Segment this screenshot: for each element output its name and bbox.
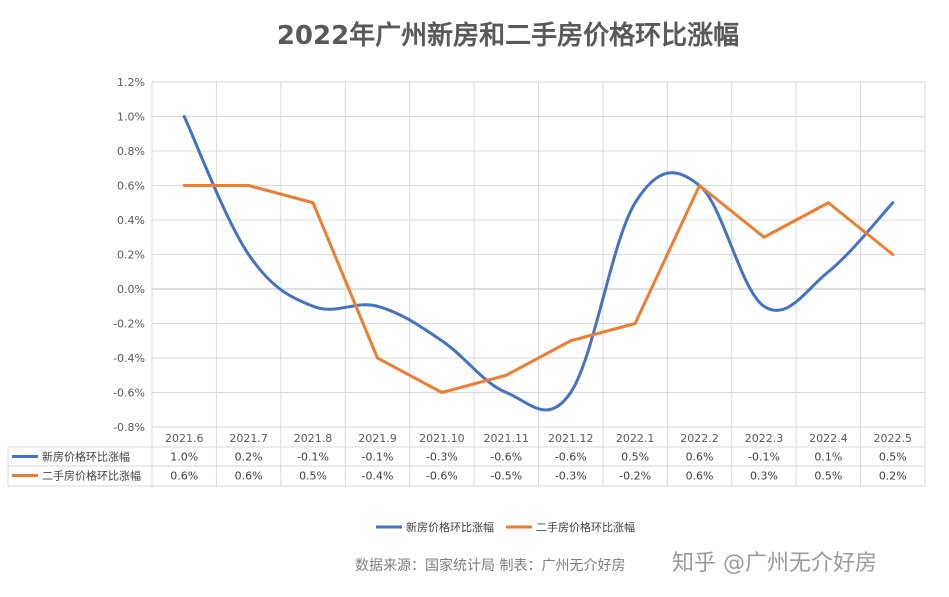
- x-tick-label: 2021.9: [358, 432, 397, 445]
- y-tick-label: -0.4%: [113, 352, 145, 365]
- data-label: 0.5%: [621, 451, 649, 464]
- x-tick-label: 2021.10: [419, 432, 465, 445]
- legend-label: 二手房价格环比涨幅: [536, 520, 635, 534]
- table-series-name: 二手房价格环比涨幅: [42, 469, 141, 483]
- data-label: 0.5%: [879, 451, 907, 464]
- x-tick-label: 2021.12: [548, 432, 594, 445]
- y-tick-label: -0.8%: [113, 421, 145, 434]
- data-label: -0.6%: [555, 451, 587, 464]
- x-tick-label: 2021.11: [484, 432, 530, 445]
- data-label: 0.6%: [686, 451, 714, 464]
- data-label: 0.2%: [235, 451, 263, 464]
- y-tick-label: 0.2%: [117, 249, 145, 262]
- data-label: -0.1%: [361, 451, 393, 464]
- x-tick-label: 2022.1: [616, 432, 655, 445]
- data-label: 0.1%: [814, 451, 842, 464]
- x-tick-label: 2022.2: [680, 432, 719, 445]
- series-line-2: [182, 184, 895, 394]
- data-label: -0.6%: [426, 470, 458, 483]
- data-label: -0.6%: [490, 451, 522, 464]
- y-tick-label: 0.0%: [117, 283, 145, 296]
- y-tick-label: 1.0%: [117, 111, 145, 124]
- data-label: -0.2%: [619, 470, 651, 483]
- data-label: 0.6%: [170, 470, 198, 483]
- data-label: -0.1%: [748, 451, 780, 464]
- data-label: 0.5%: [299, 470, 327, 483]
- y-tick-label: -0.6%: [113, 387, 145, 400]
- legend-label: 新房价格环比涨幅: [406, 520, 494, 534]
- series-line-1: [182, 115, 895, 412]
- gridlines: [151, 81, 926, 486]
- source-note: 数据来源：国家统计局 制表：广州无介好房: [355, 557, 625, 574]
- data-label: -0.3%: [555, 470, 587, 483]
- data-label: 0.6%: [686, 470, 714, 483]
- table-series-name: 新房价格环比涨幅: [42, 450, 130, 464]
- y-tick-label: 0.8%: [117, 145, 145, 158]
- x-tick-label: 2021.8: [294, 432, 333, 445]
- y-tick-label: 0.4%: [117, 214, 145, 227]
- y-axis-ticks: 1.2% 1.0% 0.8% 0.6% 0.4% 0.2% 0.0% -0.2% -0.4% -0…: [113, 76, 145, 434]
- data-label: 0.3%: [750, 470, 778, 483]
- chart-title: 2022年广州新房和二手房价格环比涨幅: [277, 20, 739, 51]
- data-table: 2021.6 2021.7 2021.8 2021.9 2021.10 2021.11 20…: [7, 426, 925, 487]
- data-label: -0.5%: [490, 470, 522, 483]
- x-tick-label: 2022.4: [809, 432, 848, 445]
- x-tick-label: 2021.6: [165, 432, 204, 445]
- series-lines: [182, 115, 895, 412]
- data-label: -0.3%: [426, 451, 458, 464]
- data-label: 0.6%: [235, 470, 263, 483]
- data-label: 1.0%: [170, 451, 198, 464]
- x-tick-label: 2022.5: [874, 432, 913, 445]
- x-tick-label: 2022.3: [745, 432, 784, 445]
- watermark: 知乎 @广州无介好房: [672, 551, 877, 576]
- x-tick-label: 2021.7: [229, 432, 268, 445]
- data-label: 0.2%: [879, 470, 907, 483]
- y-tick-label: 0.6%: [117, 180, 145, 193]
- data-label: -0.1%: [297, 451, 329, 464]
- data-label: 0.5%: [814, 470, 842, 483]
- data-label: -0.4%: [361, 470, 393, 483]
- legend: 新房价格环比涨幅 二手房价格环比涨幅: [376, 520, 635, 534]
- y-tick-label: 1.2%: [117, 76, 145, 89]
- y-tick-label: -0.2%: [113, 318, 145, 331]
